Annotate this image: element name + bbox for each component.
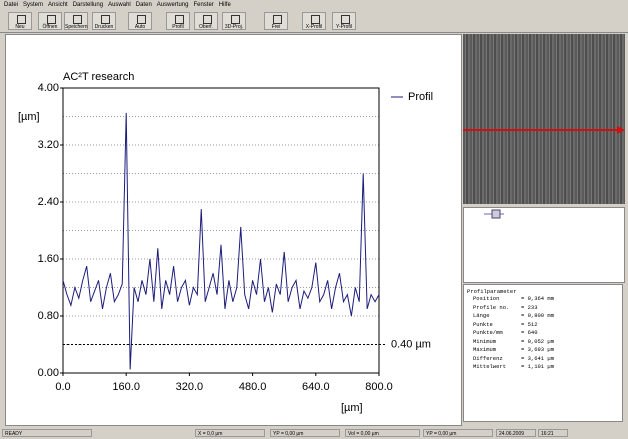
- x-tick-label: 800.0: [365, 381, 393, 393]
- toolbar-button[interactable]: Frei: [264, 12, 288, 30]
- parameter-name: Profile no.: [473, 303, 510, 311]
- toolbar-button[interactable]: Profil: [166, 12, 190, 30]
- parameter-row: Maximum = 3,693 µm: [473, 346, 619, 355]
- parameter-value: = 0,052 µm: [521, 337, 555, 345]
- menu-item[interactable]: Auswahl: [108, 2, 131, 8]
- menu-item[interactable]: Datei: [4, 2, 19, 8]
- y-tick-label: 2.40: [38, 196, 59, 208]
- menu-item[interactable]: System: [23, 2, 44, 8]
- parameter-row: Differenz = 3,641 µm: [473, 355, 619, 364]
- parameter-name: Differenz: [473, 354, 503, 362]
- parameter-panel: Profilparameter Position = 0,364 mm Profil…: [463, 284, 623, 422]
- toolbar-button[interactable]: 3D-Proj.: [222, 12, 246, 30]
- toolbar-button[interactable]: Speichern: [64, 12, 88, 30]
- parameter-value: = 0,364 mm: [521, 295, 555, 302]
- status-field: YP = 0,00 µm: [423, 429, 493, 437]
- parameter-row: Mittelwert = 1,101 µm: [473, 363, 619, 372]
- parameter-row: Länge = 0,800 mm: [473, 312, 619, 321]
- side-panel: Profilparameter Position = 0,364 mm Profil…: [463, 34, 625, 424]
- parameter-value: = 640: [521, 329, 538, 336]
- x-tick-label: 640.0: [302, 381, 330, 393]
- preview-handle[interactable]: [491, 209, 501, 219]
- parameter-value: = 233: [521, 303, 538, 311]
- parameter-name: Maximum: [473, 346, 497, 353]
- y-tick-label: 1.60: [38, 253, 59, 265]
- toolbar-button[interactable]: X-Profil: [302, 12, 326, 30]
- toolbar: Neu Öffnen Speichern Drucken Auto Profil Oberf…: [0, 10, 628, 33]
- parameter-title: Profilparameter: [467, 288, 517, 295]
- parameter-row: Punkte = 512: [473, 321, 619, 330]
- parameter-value: = 0,800 mm: [521, 312, 555, 319]
- parameter-value: = 512: [521, 320, 538, 328]
- toolbar-button[interactable]: Öffnen: [38, 12, 62, 30]
- parameter-row: Profile no. = 233: [473, 304, 619, 313]
- x-tick-label: 0.0: [55, 381, 70, 393]
- x-axis-label: [µm]: [341, 402, 363, 414]
- y-tick-label: 0.80: [38, 310, 59, 322]
- status-field: 24.06.2009: [496, 429, 536, 437]
- chart-title: AC²T research: [63, 71, 134, 83]
- preview: [484, 209, 504, 219]
- y-tick-label: 0.00: [38, 367, 59, 379]
- toolbar-button[interactable]: Drucken: [92, 12, 116, 30]
- parameter-name: Mittelwert: [473, 363, 507, 370]
- image-overlay: [463, 126, 625, 134]
- menu-item[interactable]: Fenster: [193, 2, 214, 8]
- chart-panel: AC²T research [µm] [µm] 0.00 0.80 1.60 2.40…: [5, 34, 462, 426]
- x-tick-label: 480.0: [239, 381, 267, 393]
- menu-item[interactable]: Hilfe: [218, 2, 231, 8]
- y-tick-label: 3.20: [38, 139, 59, 151]
- parameter-row: Position = 0,364 mm: [473, 295, 619, 304]
- y-tick-label: 4.00: [38, 82, 59, 94]
- legend-label: Profil: [408, 91, 433, 103]
- status-field: Vol = 0,00 µm: [345, 429, 420, 437]
- parameter-row: Punkte/mm = 640: [473, 329, 619, 338]
- parameter-value: = 1,101 µm: [521, 363, 555, 370]
- profile-line: [62, 112, 380, 370]
- x-tick-label: 160.0: [112, 381, 140, 393]
- parameter-name: Position: [473, 295, 500, 302]
- status-field: X = 0,0 µm: [195, 429, 265, 437]
- annotation-label: 0.40 µm: [391, 338, 431, 350]
- status-bar: READY X = 0,0 µm YP = 0,00 µm Vol = 0,00 µm…: [0, 427, 628, 439]
- status-field: READY: [2, 429, 92, 437]
- parameter-row: Minimum = 0,052 µm: [473, 338, 619, 347]
- menu-bar: Datei System Ansicht Darstellung Auswahl Date…: [0, 0, 628, 10]
- menu-item[interactable]: Daten: [135, 2, 152, 8]
- y-axis-label: [µm]: [18, 111, 40, 123]
- menu-item[interactable]: Darstellung: [72, 2, 104, 8]
- parameter-name: Punkte: [473, 320, 493, 328]
- menu-item[interactable]: Ansicht: [48, 2, 68, 8]
- toolbar-button[interactable]: Neu: [8, 12, 32, 30]
- status-field: 16:21: [538, 429, 568, 437]
- chart: AC²T research [µm] [µm] 0.00 0.80 1.60 2.40…: [18, 71, 433, 414]
- toolbar-button[interactable]: Oberf.: [194, 12, 218, 30]
- parameter-name: Länge: [473, 312, 490, 319]
- surface-image: [463, 34, 625, 204]
- parameter-name: Minimum: [473, 337, 497, 345]
- status-field: YP = 0,00 µm: [270, 429, 340, 437]
- x-tick-label: 320.0: [176, 381, 204, 393]
- plot-frame: [62, 87, 380, 374]
- toolbar-button[interactable]: Auto: [128, 12, 152, 30]
- preview-panel: [463, 207, 625, 283]
- menu-item[interactable]: Auswertung: [156, 2, 189, 8]
- parameter-value: = 3,693 µm: [521, 346, 555, 353]
- arrow-head: [617, 126, 625, 134]
- parameter-value: = 3,641 µm: [521, 354, 555, 362]
- parameter-name: Punkte/mm: [473, 329, 503, 336]
- toolbar-button[interactable]: Y-Profil: [332, 12, 356, 30]
